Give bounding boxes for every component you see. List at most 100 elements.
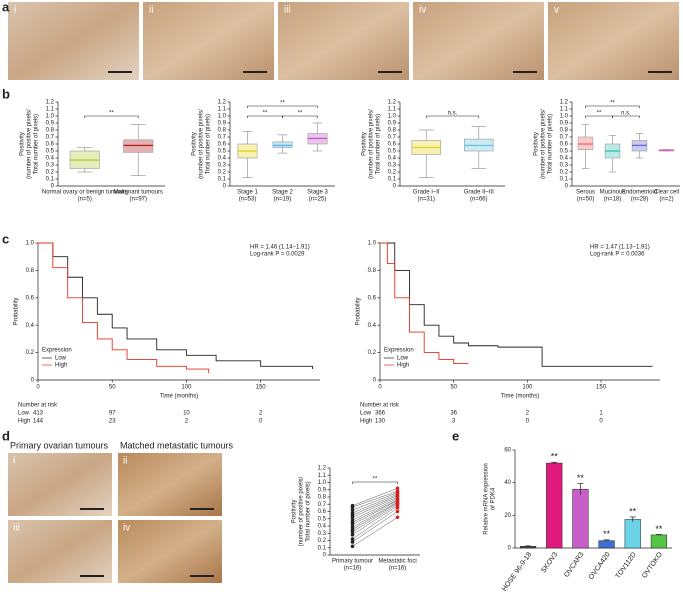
y-tick-label: 0: [393, 184, 397, 190]
risk-count: 144: [33, 419, 44, 425]
y-tick-label: 0: [223, 184, 227, 190]
y-tick-label: 1.0: [26, 241, 35, 247]
annotation: HR = 1.47 (1.13−1.91): [590, 245, 650, 251]
micrograph: [143, 2, 274, 80]
y-tick-label: 0.6: [560, 142, 569, 148]
n-label: (n=2): [659, 197, 673, 203]
y-tick-label: 0.5: [318, 516, 327, 522]
significance-label: **: [597, 111, 602, 117]
micrograph: [278, 2, 409, 80]
risk-count: 0: [599, 419, 603, 425]
n-label: (n=19): [274, 197, 292, 203]
y-tick-label: 0.8: [560, 128, 569, 134]
pair-line: [352, 492, 398, 511]
micrograph: [548, 2, 679, 80]
image-label: iii: [284, 5, 291, 16]
n-label: (n=53): [239, 197, 257, 203]
y-tick-label: 0.9: [318, 487, 327, 493]
bar: [546, 462, 563, 549]
y-tick-label: 0.2: [368, 350, 377, 356]
x-tick-label: Serous: [576, 190, 595, 196]
risk-count: 97: [109, 411, 116, 417]
y-tick-label: 0.2: [218, 170, 227, 176]
y-tick-label: 0.3: [388, 163, 397, 169]
y-tick-label: 1.2: [318, 466, 327, 472]
n-label: (n=16): [389, 566, 407, 572]
n-label: (n=5): [78, 197, 92, 203]
y-tick-label: 1.0: [368, 241, 377, 247]
x-tick-label: HOSE 96-9-18: [501, 551, 533, 592]
y-tick-label: 0.3: [560, 163, 569, 169]
significance-label: **: [551, 452, 559, 462]
pair-line: [352, 505, 398, 535]
bar: [572, 488, 589, 549]
y-tick-label: 0: [565, 184, 569, 190]
y-tick-label: 0.5: [46, 149, 55, 155]
y-tick-label: 1.0: [388, 114, 397, 120]
x-tick-label: OVTOKO: [641, 551, 664, 580]
point: [350, 540, 355, 544]
y-tick-label: 0.1: [46, 177, 55, 183]
risk-count: 1: [599, 411, 603, 417]
y-tick-label: 0.8: [318, 495, 327, 501]
significance-label: n.s.: [621, 111, 631, 117]
y-tick-label: 0.8: [46, 128, 55, 134]
y-tick-label: 0.9: [388, 121, 397, 127]
annotation: HR = 1.46 (1.14−1.91): [250, 245, 310, 251]
y-tick-label: 0.6: [26, 295, 35, 301]
y-axis-title: Relative mRNA expression: [484, 463, 490, 534]
y-tick-label: 0.7: [218, 135, 227, 141]
y-axis-title: Positivity: [192, 132, 198, 156]
y-tick-label: 1.2: [46, 100, 55, 106]
micrograph: [118, 520, 222, 583]
micrograph: [413, 2, 544, 80]
significance-label: n.s.: [448, 111, 458, 117]
point: [350, 525, 355, 530]
significance-bracket: [247, 105, 318, 108]
y-tick-label: 1.0: [46, 114, 55, 120]
y-axis-title: Probability: [356, 297, 362, 325]
y-tick-label: 0.4: [560, 156, 569, 162]
pair-line: [352, 493, 398, 514]
y-tick-label: 0.4: [388, 156, 397, 162]
pair-line: [352, 517, 398, 547]
risk-row-name: High: [18, 419, 30, 425]
x-tick-label: 0: [36, 385, 40, 391]
y-tick-label: 0.4: [26, 323, 35, 329]
x-tick-label: Clear cell: [654, 190, 679, 196]
risk-count: 130: [375, 419, 386, 425]
y-tick-label: 1.2: [388, 100, 397, 106]
y-tick-label: 1.0: [560, 114, 569, 120]
x-tick-label: Endometrioid: [622, 190, 657, 196]
bar: [598, 540, 615, 549]
y-tick-label: 0.8: [218, 128, 227, 134]
y-tick-label: 0.8: [26, 268, 35, 274]
legend-label: High: [397, 363, 409, 369]
survival-curve: [38, 242, 314, 370]
y-axis-title: Total number of pixels): [376, 114, 382, 174]
significance-bracket: [425, 115, 480, 118]
y-tick-label: 0.4: [46, 156, 55, 162]
point: [350, 511, 355, 515]
n-label: (n=16): [344, 566, 362, 572]
n-label: (n=28): [631, 197, 649, 203]
micrograph: [8, 520, 112, 583]
pair-line: [352, 501, 398, 528]
point: [350, 518, 355, 522]
micrograph: [118, 453, 222, 516]
y-axis-title: of PDK4: [491, 487, 497, 510]
risk-title: Number at risk: [360, 403, 400, 409]
significance-label: **: [373, 477, 378, 483]
y-tick-label: 0.2: [26, 350, 35, 356]
y-axis-title: (number of positive pixels/: [299, 476, 305, 546]
column-header: Primary ovarian tumours: [10, 440, 109, 450]
bar: [624, 519, 641, 549]
y-tick-label: 0: [51, 184, 55, 190]
y-tick-label: 20: [504, 513, 511, 519]
x-tick-label: 100: [522, 385, 533, 391]
significance-label: **: [655, 524, 663, 534]
y-axis-title: (number of positive pixels/: [369, 109, 375, 179]
x-axis-title: Time (months): [160, 394, 198, 400]
y-tick-label: 0.1: [218, 177, 227, 183]
significance-label: **: [629, 506, 637, 516]
